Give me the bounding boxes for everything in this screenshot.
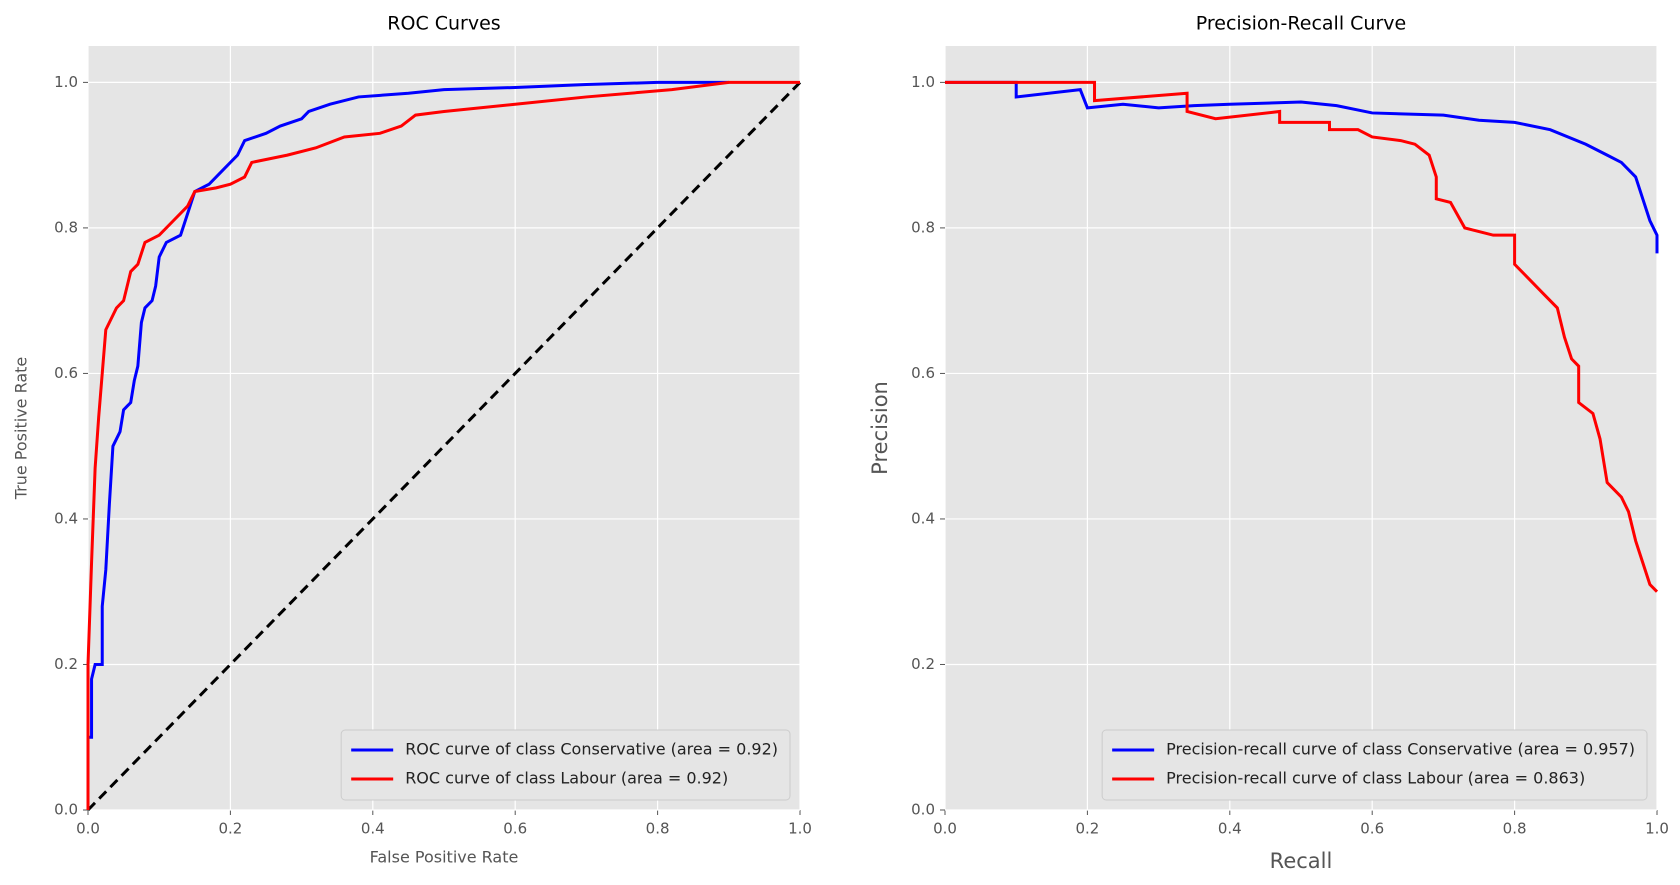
x-tick-label: 0.8 — [646, 820, 670, 838]
chart-title: Precision-Recall Curve — [1196, 13, 1406, 35]
legend-label: ROC curve of class Conservative (area = … — [405, 740, 778, 759]
chance-line — [86, 81, 802, 812]
legend-box — [1101, 729, 1648, 801]
x-tick-label: 0.0 — [933, 820, 957, 838]
y-tick-label: 0.4 — [911, 509, 935, 527]
y-tick-label: 0.6 — [911, 364, 935, 382]
x-axis-label: False Positive Rate — [370, 848, 519, 867]
y-tick-label: 0.4 — [54, 509, 78, 527]
x-tick-label: 0.2 — [1075, 820, 1099, 838]
curve — [945, 80, 1659, 593]
legend-label: Precision-recall curve of class Conserva… — [1166, 740, 1635, 759]
y-tick-label: 0.0 — [911, 801, 935, 819]
y-tick-label: 1.0 — [911, 73, 935, 91]
legend-box — [340, 729, 791, 801]
x-tick-label: 0.4 — [1218, 820, 1242, 838]
plot-area — [88, 46, 800, 810]
chart-title: ROC Curves — [387, 13, 500, 35]
subplot: 0.0 0.2 0.4 0.6 0.8 1.0 0.0 0.2 0.4 0.6 0.8 1.0 Prec… — [868, 13, 1669, 874]
x-axis-label: Recall — [1270, 849, 1333, 873]
curve — [945, 80, 1659, 254]
legend: Precision-recall curve of class Conserva… — [1101, 729, 1648, 801]
x-tick-label: 1.0 — [1645, 820, 1669, 838]
y-tick-label: 0.0 — [54, 801, 78, 819]
y-tick-label: 0.2 — [54, 655, 78, 673]
plot-area — [945, 46, 1657, 810]
y-tick-label: 0.8 — [911, 218, 935, 236]
x-tick-label: 0.6 — [1360, 820, 1384, 838]
legend-label: ROC curve of class Labour (area = 0.92) — [405, 769, 728, 788]
y-tick-label: 0.8 — [54, 218, 78, 236]
x-tick-label: 0.2 — [218, 820, 242, 838]
x-tick-label: 1.0 — [788, 820, 812, 838]
x-tick-label: 0.6 — [503, 820, 527, 838]
y-tick-label: 0.2 — [911, 655, 935, 673]
x-tick-label: 0.8 — [1503, 820, 1527, 838]
subplot: 0.0 0.2 0.4 0.6 0.8 1.0 0.0 0.2 0.4 0.6 0.8 1.0 ROC … — [12, 13, 812, 867]
y-axis-label: True Positive Rate — [12, 357, 31, 501]
legend: ROC curve of class Conservative (area = … — [340, 729, 791, 801]
y-tick-label: 1.0 — [54, 73, 78, 91]
x-tick-label: 0.0 — [76, 820, 100, 838]
legend-label: Precision-recall curve of class Labour (… — [1166, 769, 1585, 788]
x-tick-label: 0.4 — [361, 820, 385, 838]
curve — [86, 80, 729, 810]
y-tick-label: 0.6 — [54, 364, 78, 382]
curve — [86, 80, 800, 810]
y-axis-label: Precision — [868, 381, 892, 475]
